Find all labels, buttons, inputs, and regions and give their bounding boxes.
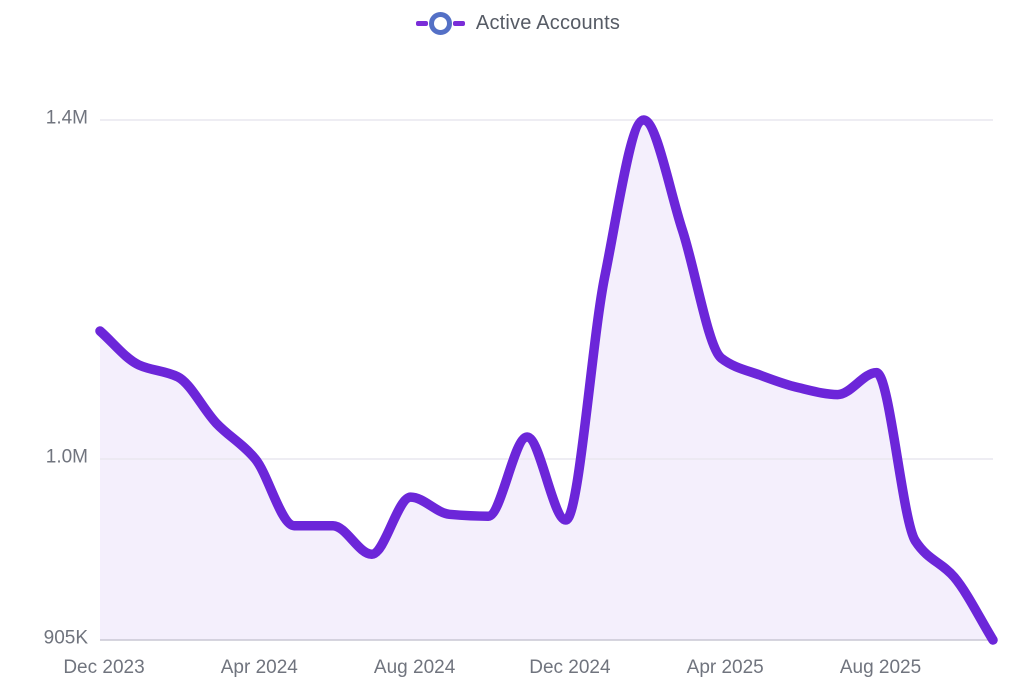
x-tick-label: Dec 2024 <box>529 657 611 678</box>
y-tick-label: 1.4M <box>46 108 88 129</box>
legend-line-left <box>415 20 428 26</box>
legend-point-icon <box>428 11 452 35</box>
x-tick-label: Aug 2025 <box>840 657 921 678</box>
y-tick-label: 1.0M <box>46 447 88 468</box>
y-tick-label: 905K <box>44 628 89 649</box>
legend-label: Active Accounts <box>475 11 621 34</box>
series-line <box>95 115 998 645</box>
x-tick-label: Apr 2024 <box>221 657 299 678</box>
series-area <box>100 120 993 640</box>
legend-line-right <box>452 20 465 26</box>
legend-item-active-accounts[interactable]: Active Accounts <box>0 6 1036 40</box>
x-tick-label: Apr 2025 <box>687 657 764 678</box>
x-tick-label: Dec 2023 <box>63 657 144 678</box>
legend-marker <box>415 11 465 35</box>
x-tick-label: Aug 2024 <box>374 657 456 678</box>
